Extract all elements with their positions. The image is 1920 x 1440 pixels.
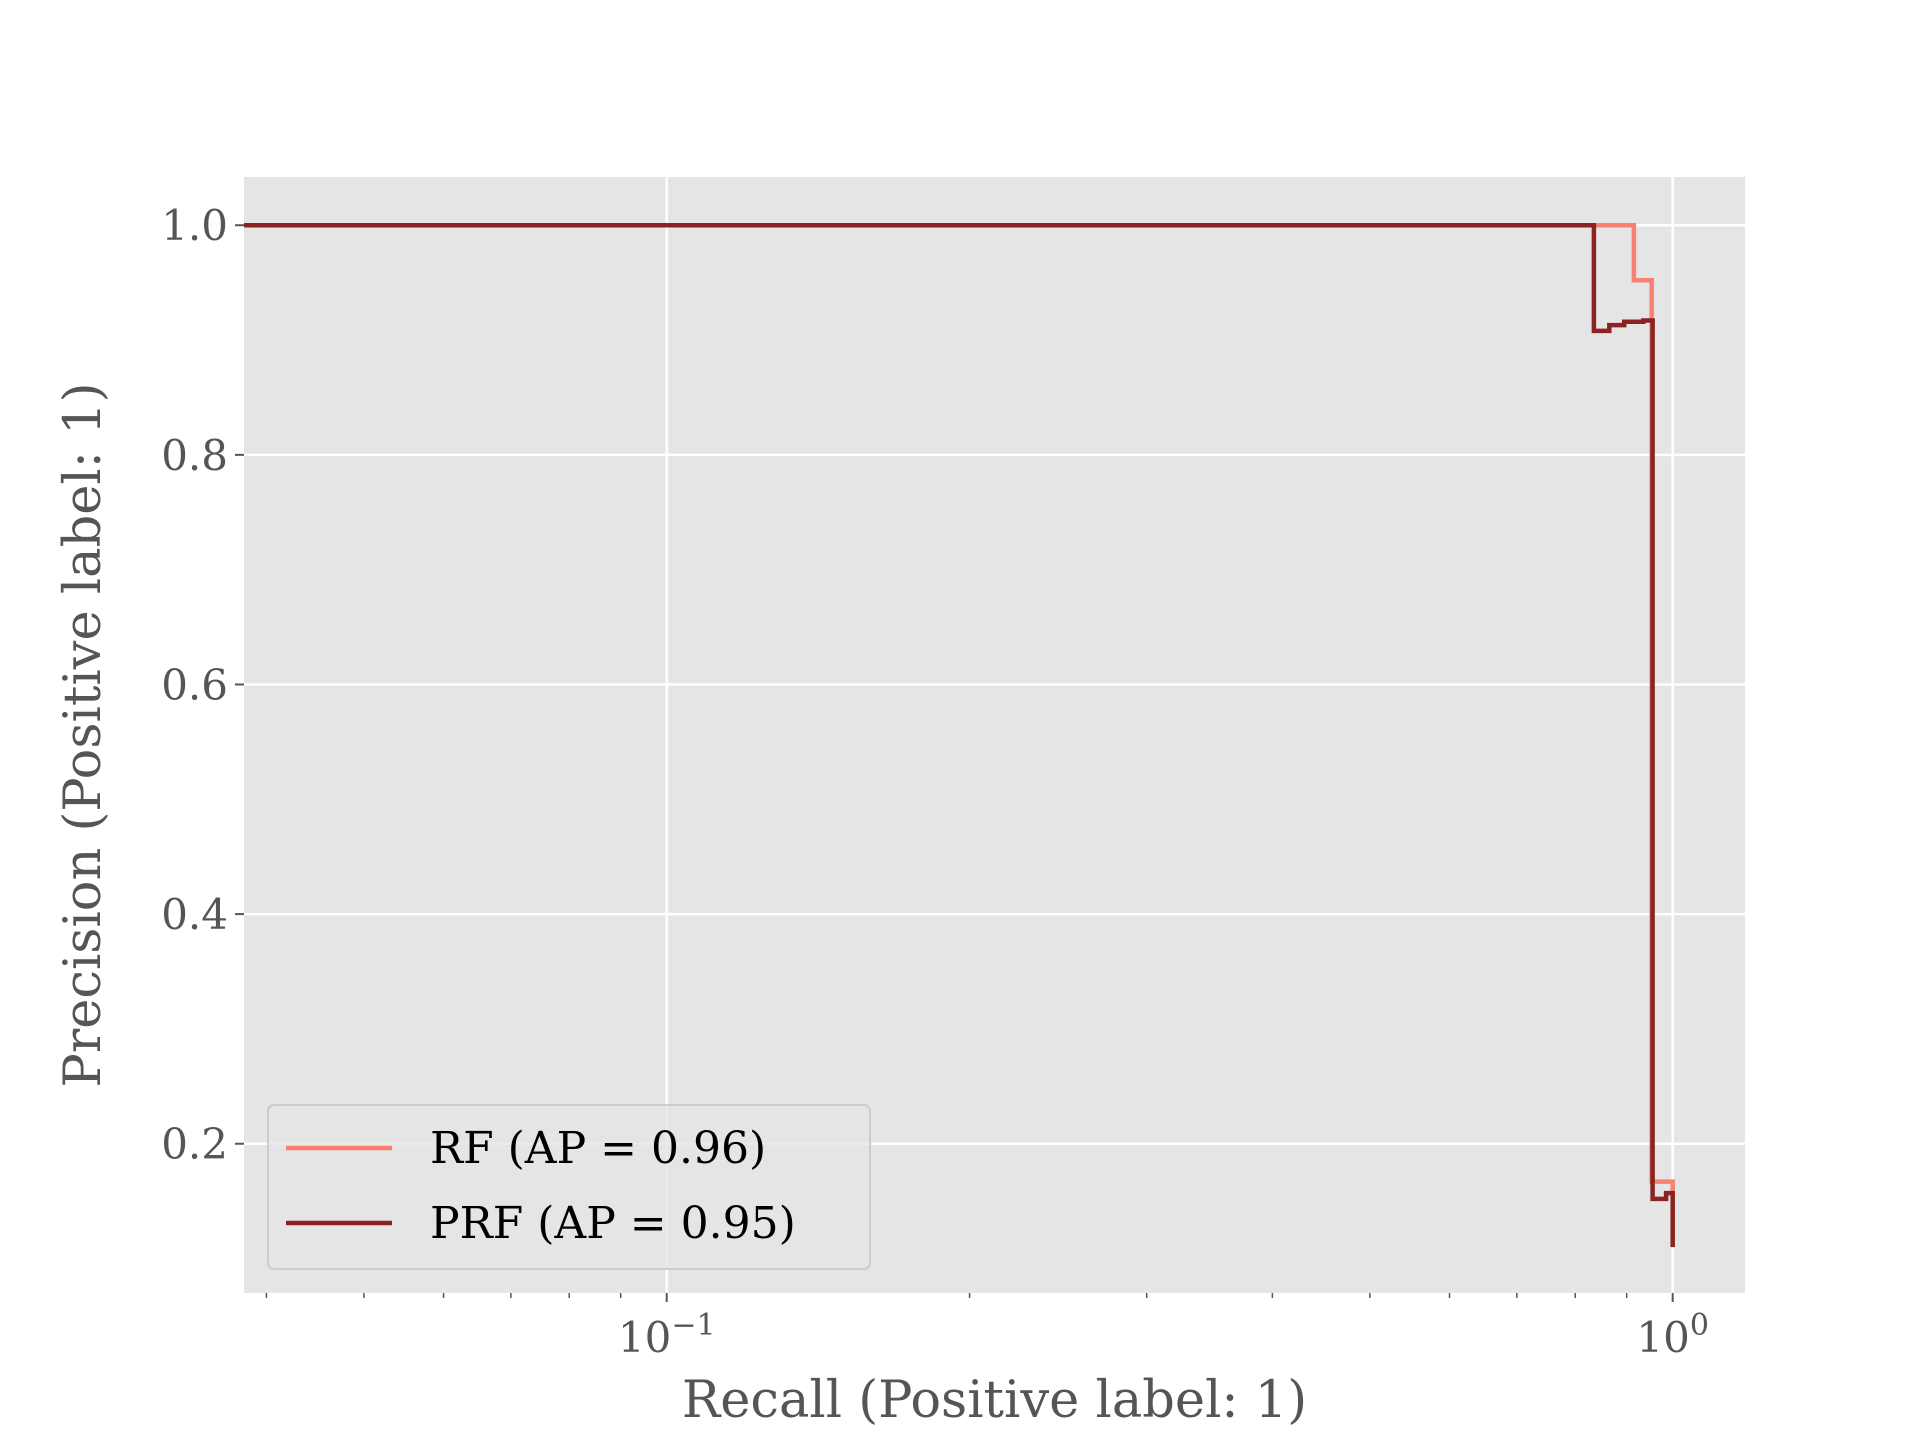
y-tick-label: 0.4 (161, 890, 228, 939)
y-tick-label: 0.2 (161, 1120, 228, 1169)
y-axis-label: Precision (Positive label: 1) (54, 383, 113, 1088)
series-line (244, 222, 1675, 1248)
x-tick-label: 10−1 (618, 1308, 716, 1362)
x-tick-base: 10 (618, 1313, 671, 1362)
x-tick-exponent: −1 (671, 1308, 715, 1343)
x-axis-label: Recall (Positive label: 1) (682, 1371, 1307, 1430)
legend: RF (AP = 0.96) PRF (AP = 0.95) (267, 1104, 871, 1270)
y-tick-label: 0.6 (161, 660, 228, 709)
legend-box (267, 1104, 871, 1270)
y-tick-label: 1.0 (161, 201, 228, 250)
legend-entry-label: PRF (AP = 0.95) (430, 1198, 796, 1249)
x-tick-base: 10 (1636, 1313, 1689, 1362)
axis-ticks: 0.20.40.60.81.010−1 100 (161, 201, 1709, 1362)
series-layer (244, 222, 1675, 1248)
x-tick-label: 100 (1636, 1308, 1709, 1362)
legend-entry-label: RF (AP = 0.96) (430, 1123, 766, 1174)
x-tick-exponent: 0 (1690, 1308, 1709, 1343)
y-tick-label: 0.8 (161, 431, 228, 480)
series-line (244, 222, 1675, 1196)
